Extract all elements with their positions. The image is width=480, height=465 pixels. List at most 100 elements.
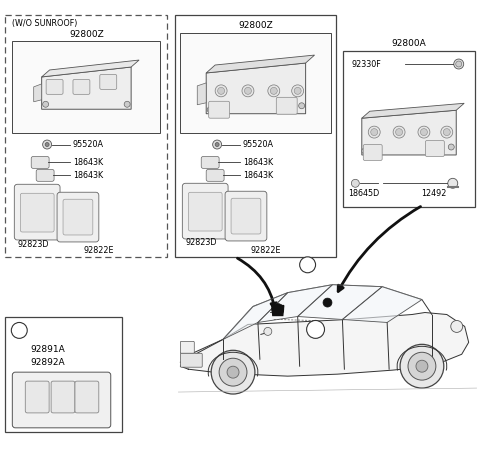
Text: (W/O SUNROOF): (W/O SUNROOF): [12, 19, 78, 28]
Circle shape: [219, 358, 247, 386]
Bar: [5, 318, 122, 432]
FancyBboxPatch shape: [20, 193, 54, 232]
Circle shape: [416, 360, 428, 372]
FancyBboxPatch shape: [57, 192, 99, 242]
Circle shape: [294, 87, 301, 94]
Polygon shape: [223, 292, 288, 339]
Text: 12492: 12492: [421, 189, 446, 198]
Text: 92822E: 92822E: [251, 246, 281, 255]
FancyBboxPatch shape: [46, 80, 63, 94]
Circle shape: [227, 366, 239, 378]
Text: 92823D: 92823D: [185, 239, 217, 247]
Circle shape: [323, 298, 332, 307]
Polygon shape: [342, 287, 422, 322]
Circle shape: [444, 129, 450, 136]
Polygon shape: [206, 55, 314, 73]
Text: 92891A: 92891A: [30, 345, 65, 354]
FancyBboxPatch shape: [363, 145, 382, 160]
Circle shape: [58, 392, 68, 402]
Circle shape: [268, 85, 280, 97]
Circle shape: [211, 350, 255, 394]
Polygon shape: [42, 60, 139, 77]
Circle shape: [368, 126, 380, 138]
Circle shape: [124, 101, 130, 107]
FancyBboxPatch shape: [188, 192, 222, 231]
Text: 92822E: 92822E: [83, 246, 114, 255]
Circle shape: [299, 103, 305, 109]
Circle shape: [456, 61, 462, 67]
Circle shape: [371, 129, 378, 136]
Text: 92800A: 92800A: [392, 39, 426, 47]
FancyBboxPatch shape: [225, 191, 267, 241]
FancyBboxPatch shape: [206, 169, 224, 181]
Text: a: a: [313, 325, 318, 334]
FancyBboxPatch shape: [36, 169, 54, 181]
Text: 95520A: 95520A: [243, 140, 274, 149]
Circle shape: [32, 392, 42, 402]
Polygon shape: [362, 110, 456, 155]
Circle shape: [43, 101, 48, 107]
Circle shape: [448, 178, 458, 188]
Circle shape: [396, 129, 403, 136]
FancyBboxPatch shape: [231, 198, 261, 234]
Circle shape: [242, 85, 254, 97]
Circle shape: [215, 143, 219, 146]
Circle shape: [244, 87, 252, 94]
Circle shape: [441, 126, 453, 138]
Text: 18643K: 18643K: [243, 158, 273, 167]
Polygon shape: [258, 285, 333, 322]
Circle shape: [393, 126, 405, 138]
Bar: [348, 75, 469, 169]
Text: 18643K: 18643K: [243, 171, 273, 180]
Polygon shape: [272, 306, 284, 315]
Circle shape: [215, 85, 227, 97]
Text: 18645D: 18645D: [348, 189, 380, 198]
Circle shape: [420, 129, 427, 136]
Circle shape: [213, 140, 222, 149]
FancyBboxPatch shape: [209, 101, 229, 118]
FancyBboxPatch shape: [180, 341, 194, 353]
Text: 95520A: 95520A: [73, 140, 104, 149]
Bar: [343, 51, 475, 207]
Text: 92800Z: 92800Z: [239, 21, 273, 30]
Bar: [5, 15, 168, 257]
Polygon shape: [34, 84, 42, 102]
FancyBboxPatch shape: [100, 74, 117, 89]
Polygon shape: [42, 67, 131, 109]
FancyBboxPatch shape: [75, 381, 99, 413]
Circle shape: [400, 344, 444, 388]
Circle shape: [448, 144, 454, 150]
Polygon shape: [197, 83, 206, 105]
Circle shape: [207, 107, 213, 113]
Text: 92800Z: 92800Z: [69, 30, 104, 39]
Circle shape: [217, 87, 225, 94]
FancyBboxPatch shape: [276, 97, 297, 114]
FancyBboxPatch shape: [25, 381, 49, 413]
FancyBboxPatch shape: [14, 184, 60, 240]
FancyBboxPatch shape: [63, 199, 93, 235]
FancyBboxPatch shape: [51, 381, 75, 413]
FancyBboxPatch shape: [180, 353, 202, 367]
Circle shape: [45, 143, 49, 146]
Text: 92892A: 92892A: [30, 358, 65, 367]
Circle shape: [451, 320, 463, 332]
Circle shape: [362, 148, 368, 154]
FancyBboxPatch shape: [31, 156, 49, 168]
Text: a: a: [17, 326, 22, 335]
FancyBboxPatch shape: [73, 80, 90, 94]
Bar: [180, 33, 332, 133]
Circle shape: [272, 304, 284, 315]
Circle shape: [12, 322, 27, 339]
Text: 92823D: 92823D: [17, 240, 49, 249]
FancyBboxPatch shape: [425, 140, 444, 156]
Circle shape: [454, 59, 464, 69]
Circle shape: [418, 126, 430, 138]
Bar: [175, 15, 336, 257]
Text: 92330F: 92330F: [351, 60, 381, 68]
Polygon shape: [180, 312, 468, 376]
Circle shape: [307, 320, 324, 339]
Circle shape: [43, 140, 51, 149]
Circle shape: [270, 87, 277, 94]
Circle shape: [408, 352, 436, 380]
Circle shape: [292, 85, 304, 97]
